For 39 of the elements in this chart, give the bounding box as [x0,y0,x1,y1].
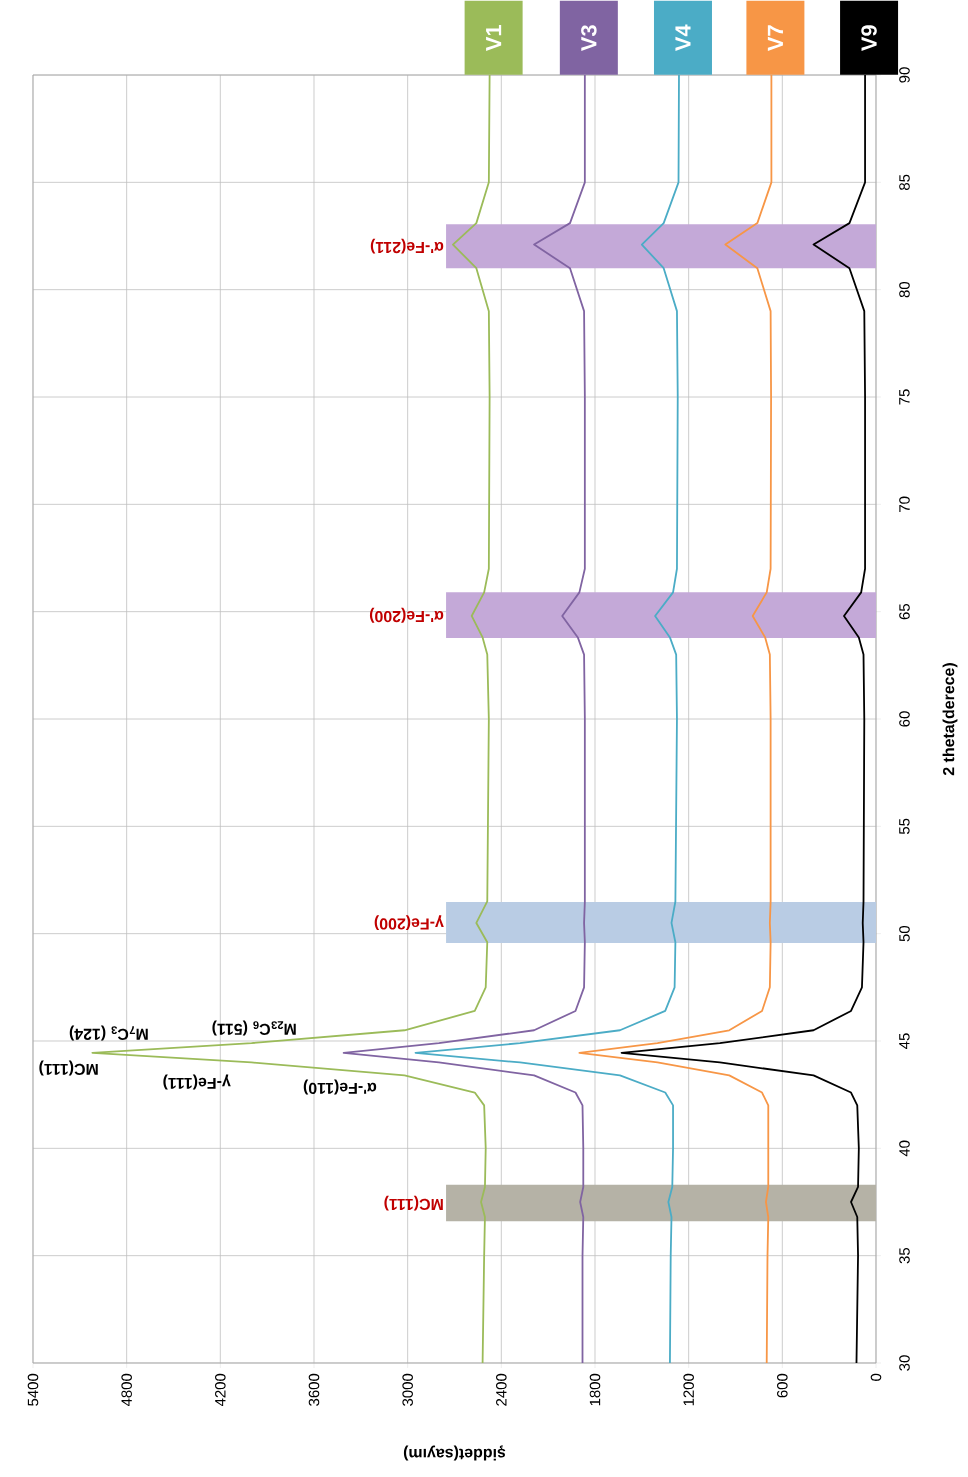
y-tick-label: 60 [899,711,910,727]
band-label: α'-Fe(200) [369,607,444,623]
annotation: α'-Fe(110) [303,1079,377,1095]
y-tick-label: 85 [899,174,910,190]
text: V4 [675,24,691,52]
y-tick-label: 40 [899,1140,910,1157]
x-tick-label: 0 [870,1373,882,1381]
y-tick-label: 35 [899,1247,910,1264]
y-tick-label: 55 [899,818,910,835]
x-axis-title: şiddet(sayım) [403,1445,506,1461]
x-tick-label: 1800 [589,1373,601,1406]
x-tick-label: 3000 [402,1373,413,1406]
x-tick-label: 3600 [308,1373,320,1406]
y-tick-label: 80 [899,281,910,298]
x-tick-label: 2400 [496,1373,507,1406]
annotation: MC(111) [39,1060,98,1076]
annotation: M$_{7}$C$_{3}$ (124) [69,1025,148,1041]
band-label: γ-Fe(200) [374,915,444,931]
y-tick-label: 70 [899,496,910,512]
band-label: MC(111) [384,1195,443,1211]
annotation: γ-Fe(111) [163,1074,231,1090]
x-tick-label: 5400 [27,1373,39,1406]
annotation: M$_{23}$C$_{6}$ (511) [212,1020,296,1036]
y-tick-label: 45 [899,1033,910,1049]
x-tick-label: 1200 [683,1373,694,1406]
text: V9 [861,25,877,52]
x-tick-label: 600 [777,1373,788,1398]
text: V3 [581,25,597,52]
text: V7 [767,25,783,52]
text: V1 [486,25,502,52]
x-tick-label: 4200 [215,1373,226,1407]
y-tick-label: 90 [899,67,910,83]
y-tick-label: 30 [899,1355,910,1371]
band-label: α'-Fe(211) [370,238,444,254]
y-tick-label: 75 [899,389,910,405]
y-tick-label: 65 [899,603,910,620]
y-axis-title: 2 theta(derece) [942,663,958,776]
x-tick-label: 4800 [121,1373,132,1407]
y-tick-label: 50 [899,925,910,942]
